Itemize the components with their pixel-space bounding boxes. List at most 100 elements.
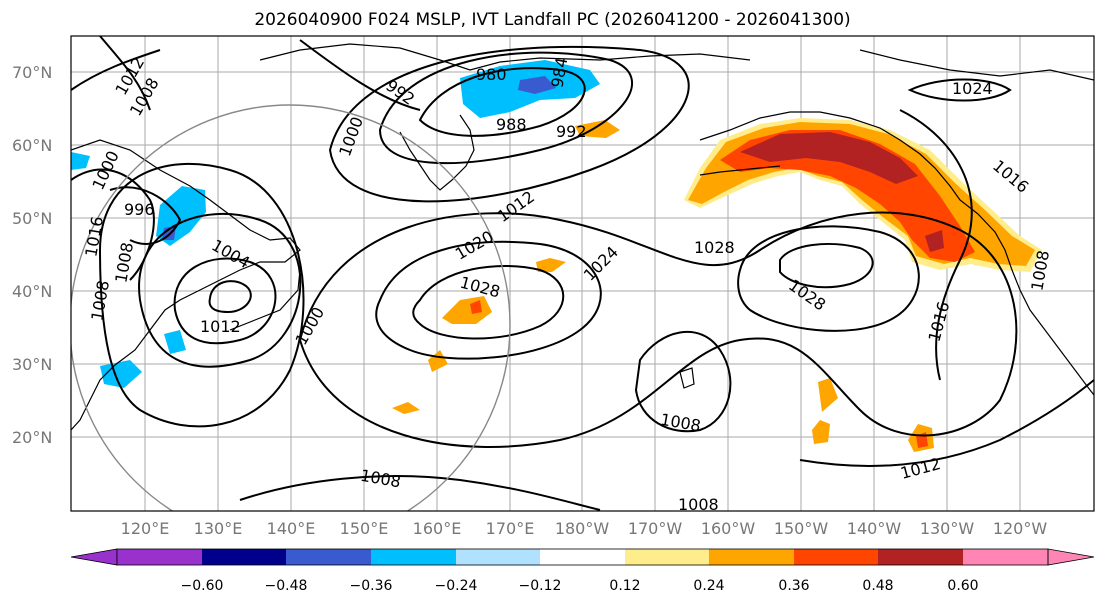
- contour-asia-low: [208, 280, 252, 314]
- colorbar-tick-label: 0.60: [947, 578, 978, 594]
- lat-label: 50°N: [12, 209, 52, 228]
- lon-label: 160°W: [701, 519, 756, 538]
- contour-1008-west: [98, 162, 305, 428]
- contour-1024-east: [737, 225, 920, 332]
- lon-label: 170°E: [486, 519, 535, 538]
- contour-aleutian-mid: [378, 51, 633, 165]
- contour-1008-mid: [634, 331, 732, 433]
- colorbar-tick-label: 0.12: [609, 578, 640, 594]
- colorbar-swatch: [456, 549, 540, 565]
- contour-1028-east: [779, 243, 874, 289]
- contour-aleutian-outer: [328, 45, 690, 203]
- colorbar-tick-label: −0.12: [519, 578, 562, 594]
- colorbar: −0.60 −0.48 −0.36 −0.24 −0.12 0.12 0.24 …: [70, 548, 1095, 594]
- latitude-labels: 70°N 60°N 50°N 40°N 30°N 20°N: [12, 63, 52, 447]
- lat-label: 30°N: [12, 355, 52, 374]
- longitude-labels: 120°E 130°E 140°E 150°E 160°E 170°E 180°…: [121, 519, 1048, 538]
- map-frame: [70, 35, 1095, 512]
- lon-label: 120°E: [121, 519, 170, 538]
- ivt-negative-sea: [164, 330, 186, 354]
- colorbar-swatch: [878, 549, 963, 565]
- coast-aleutians: [699, 165, 781, 176]
- colorbar-swatch: [794, 549, 878, 565]
- contour-1024-high: [412, 264, 565, 340]
- colorbar-tick-label: 0.24: [693, 578, 724, 594]
- colorbar-swatch: [202, 549, 286, 565]
- colorbar-frame: [116, 548, 1049, 566]
- contour-label: 996: [124, 200, 155, 219]
- ivt-shading: [71, 60, 1042, 452]
- contour-1008-northwest: [71, 49, 161, 91]
- map-plot-area: 1012 1008 992 1000 980 984 988 992 1000 …: [71, 36, 1094, 511]
- contour-1012-south: [799, 379, 1094, 467]
- contour-label: 1012: [200, 317, 241, 336]
- lon-label: 170°W: [628, 519, 683, 538]
- contour-label: 980: [476, 65, 507, 84]
- contour-1024-arctic: [907, 78, 1012, 102]
- contour-label: 988: [496, 115, 527, 134]
- coast-siberia: [259, 43, 751, 71]
- ivt-positive-central3: [392, 402, 420, 414]
- ivt-positive-subtropic2: [818, 378, 838, 412]
- lon-label: 140°E: [267, 519, 316, 538]
- lat-label: 40°N: [12, 282, 52, 301]
- coast-alaska: [699, 111, 979, 215]
- colorbar-swatch: [540, 549, 625, 565]
- contour-1000-west: [71, 168, 155, 281]
- lat-label: 60°N: [12, 136, 52, 155]
- coast-arctic: [859, 49, 1094, 81]
- coastlines: [71, 43, 1094, 431]
- colorbar-low-extend: [70, 548, 118, 566]
- colorbar-tick-label: −0.60: [181, 578, 224, 594]
- coast-north-america: [977, 213, 1094, 396]
- colorbar-swatch: [963, 549, 1048, 565]
- contour-1008-south: [239, 475, 601, 511]
- contour-asia-1004: [138, 212, 302, 368]
- contour-992-north: [299, 39, 421, 111]
- lat-label: 70°N: [12, 63, 52, 82]
- colorbar-tick-label: −0.48: [265, 578, 308, 594]
- contour-label: 1024: [952, 79, 993, 98]
- ivt-negative-okhotsk-core: [518, 76, 556, 94]
- ivt-positive-gulf-alaska-darkred: [740, 132, 918, 184]
- contour-1012-northwest: [99, 36, 151, 111]
- contour-1020-high: [375, 240, 602, 360]
- map-title: 2026040900 F024 MSLP, IVT Landfall PC (2…: [254, 10, 851, 30]
- colorbar-tick-label: −0.24: [435, 578, 478, 594]
- contour-label: 1028: [694, 238, 735, 257]
- ivt-positive-central4: [536, 258, 566, 272]
- lon-label: 150°W: [774, 519, 829, 538]
- ivt-positive-central2: [428, 350, 448, 372]
- colorbar-tick-label: 0.48: [862, 578, 893, 594]
- ivt-positive-coast-core: [925, 230, 944, 252]
- lon-label: 150°E: [340, 519, 389, 538]
- lon-label: 160°E: [413, 519, 462, 538]
- colorbar-swatch: [371, 549, 456, 565]
- lon-label: 140°W: [847, 519, 902, 538]
- lat-label: 20°N: [12, 428, 52, 447]
- contour-1016-ridge: [899, 109, 973, 381]
- coast-asia: [71, 139, 301, 431]
- lon-label: 120°W: [993, 519, 1048, 538]
- contour-label: 992: [556, 122, 587, 141]
- mslp-contours: [71, 36, 1094, 511]
- coast-hawaii: [679, 367, 695, 389]
- contour-asia-1000: [173, 257, 277, 345]
- colorbar-swatch: [117, 549, 202, 565]
- ivt-negative-taiwan: [100, 360, 142, 388]
- ivt-positive-subtropic1: [812, 420, 830, 444]
- colorbar-swatch: [286, 549, 371, 565]
- ivt-positive-gulf-alaska-red: [720, 130, 975, 262]
- contour-1012-pacific: [298, 211, 1018, 448]
- colorbar-swatch: [625, 549, 709, 565]
- lon-label: 130°W: [920, 519, 975, 538]
- range-circle: [71, 104, 511, 511]
- colorbar-tick-label: −0.36: [350, 578, 393, 594]
- lon-label: 180°W: [555, 519, 610, 538]
- ivt-negative-west-edge: [71, 152, 90, 170]
- coast-kamchatka: [399, 114, 475, 191]
- ivt-positive-central1-core: [470, 300, 482, 314]
- contour-996-west: [109, 186, 182, 245]
- colorbar-tick-label: 0.36: [778, 578, 809, 594]
